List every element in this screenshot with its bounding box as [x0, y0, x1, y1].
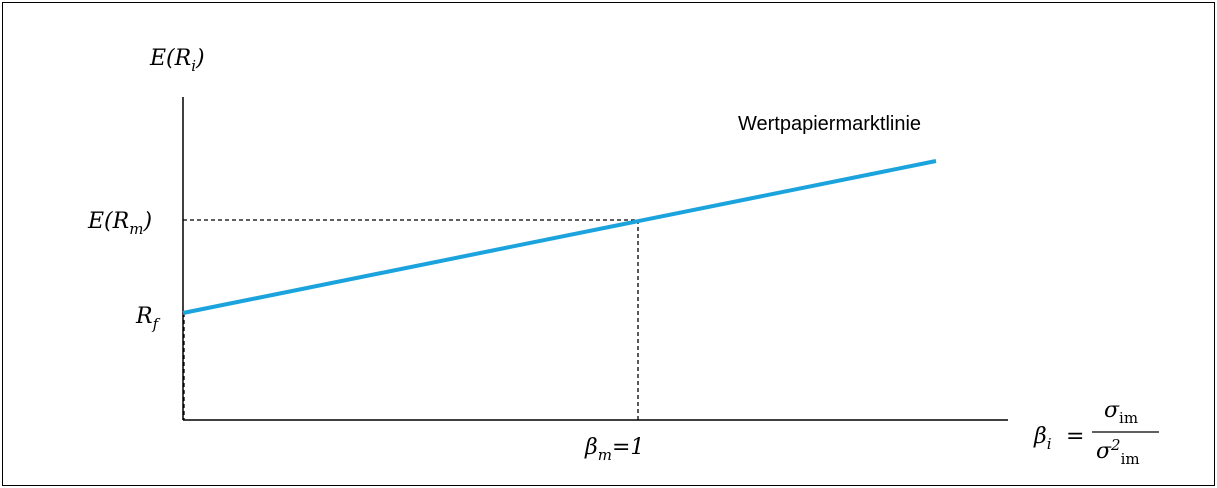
market-return-label-close: ): [142, 209, 152, 234]
x-axis-label-lhs-sub: i: [1047, 435, 1052, 453]
x-axis-label-numerator: σim: [1104, 398, 1138, 427]
market-return-label: E(Rm): [87, 209, 152, 238]
y-axis-label-base: E(R: [149, 46, 191, 71]
risk-free-label-base: R: [135, 304, 153, 329]
x-axis-label-lhs: βi: [1033, 424, 1052, 453]
x-axis-label-denominator-sup: 2: [1110, 436, 1121, 454]
risk-free-label: Rf: [135, 304, 161, 333]
risk-free-label-sub: f: [152, 315, 161, 333]
security-market-line: [182, 159, 937, 315]
security-market-line-label: Wertpapiermarktlinie: [738, 113, 921, 135]
y-axis-label: E(Ri): [149, 46, 205, 75]
x-axis-label: βi = σim σ2im: [1033, 398, 1159, 468]
market-beta-label-base: β: [584, 435, 598, 460]
x-axis-label-numerator-base: σ: [1104, 398, 1120, 423]
y-axis-label-sub: i: [191, 57, 196, 75]
x-axis-label-numerator-sub: im: [1119, 409, 1138, 427]
market-beta-label-sub: m: [598, 446, 612, 464]
x-axis-label-denominator-base: σ: [1096, 439, 1112, 464]
y-axis-label-close: ): [195, 46, 205, 71]
market-beta-label-rest: =1: [612, 435, 644, 460]
market-beta-label: βm=1: [584, 435, 644, 464]
x-axis-label-equals: =: [1066, 424, 1084, 449]
x-axis-label-denominator-sub: im: [1121, 450, 1140, 468]
x-axis-label-denominator: σ2im: [1096, 436, 1140, 468]
x-axis-label-lhs-base: β: [1033, 424, 1047, 449]
market-return-label-sub: m: [129, 220, 143, 238]
market-return-label-base: E(R: [87, 209, 129, 234]
